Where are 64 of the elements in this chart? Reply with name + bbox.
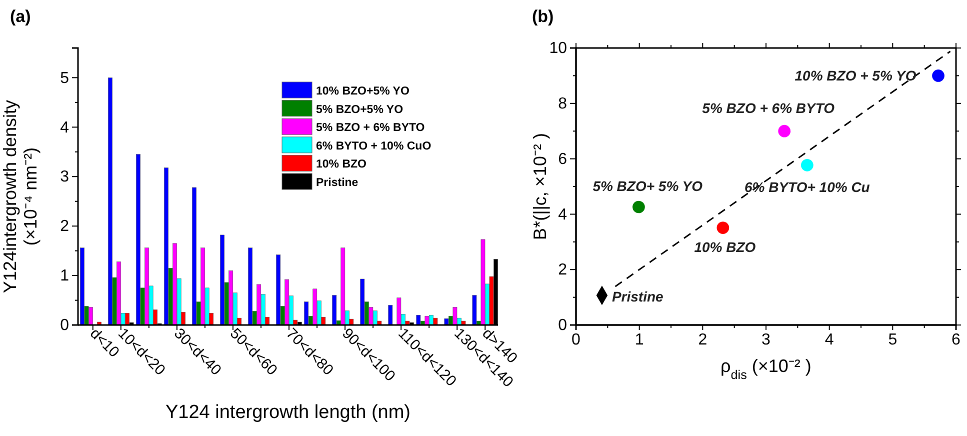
bar [444,318,449,326]
legend-label: 10% BZO [316,158,367,171]
bar [304,302,309,326]
bar [276,254,281,326]
bar [97,322,102,326]
y-tick-label: 4 [60,119,70,136]
y-tick-label: 2 [558,262,568,279]
series-label: 10% BZO + 5% YO [794,68,916,84]
series-label: 5% BZO+ 5% YO [592,178,703,194]
x-tick-label: 4 [824,331,834,348]
bar [360,278,365,326]
x-axis-title: Y124 intergrowth length (nm) [165,402,411,423]
y-tick-label: 2 [60,218,70,236]
bar [340,248,346,326]
y-tick-label: 6 [558,150,568,168]
bar [312,288,318,326]
y-axis-title: Y124intergrowth density (×10⁻⁴ nm⁻²) [0,100,41,294]
bar [248,248,253,326]
x-axis-title: ρ$_{dis}$ (×10⁻² ) [720,356,812,382]
bar [461,320,466,326]
bar [136,154,140,326]
legend-label: Pristine [316,177,358,189]
series-label: 6% BYTO+ 10% Cu [744,179,870,196]
chart-title: (b) [532,7,554,26]
series-label: 5% BZO + 6% BYTO [702,100,835,116]
series-label: Pristine [612,288,664,304]
point [932,70,944,82]
bar [108,78,112,326]
legend-label: 10% BZO+5% YO [316,86,410,98]
legend-label: 5% BZO + 6% BYTO [316,122,425,134]
bar [192,187,196,326]
x-tick-label: 1 [634,331,644,348]
chart-title: (a) [10,7,31,26]
bar [433,318,438,326]
legend-label: 5% BZO+5% YO [316,104,404,116]
bar [452,307,458,326]
bar [164,168,168,326]
y-tick-label: 10 [549,40,568,58]
y-axis-title: B*(||c, ×10⁻² ) [530,133,550,240]
y-tick-label: 4 [558,206,568,224]
point [632,200,645,214]
bar [472,295,477,326]
y-tick-label: 8 [558,96,568,113]
point [800,159,814,172]
series-label: 10% BZO [694,238,756,255]
bar [332,295,337,326]
y-tick-label: 3 [60,168,70,186]
point [778,124,791,138]
bar [396,298,402,326]
legend-label: 6% BYTO + 10% CuO [316,140,432,152]
bar [388,305,393,326]
bar [284,279,290,326]
x-tick-label: 5 [888,331,898,348]
x-tick-label: 6 [952,331,961,348]
point [716,222,730,234]
x-tick-label: 2 [698,331,708,348]
x-tick-label: 3 [762,331,771,348]
y-tick-label: 1 [60,268,70,285]
bar [220,234,224,326]
x-tick-label: 0 [572,331,581,348]
bar [480,239,486,326]
bar [424,316,430,326]
y-tick-label: 5 [60,70,70,87]
bar [416,314,421,326]
